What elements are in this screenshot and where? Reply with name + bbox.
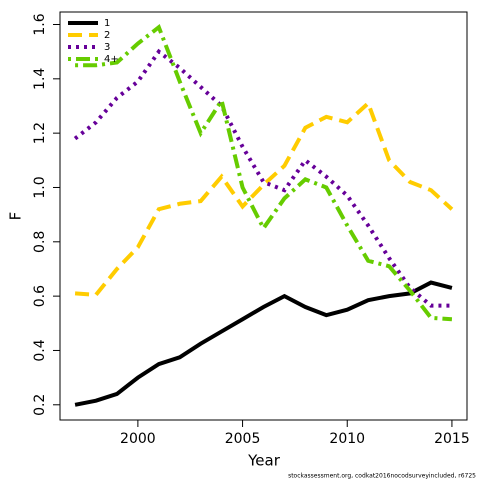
series-line [74, 280, 453, 407]
y-tick-label: 1.4 [32, 68, 48, 90]
legend-label: 3 [104, 42, 110, 53]
series-line [75, 23, 453, 322]
y-tick-label: 1.0 [32, 176, 48, 198]
legend-label: 4+ [104, 54, 119, 65]
y-tick-label: 0.8 [32, 231, 48, 253]
y-axis-label: F [7, 212, 25, 221]
y-tick-label: 0.4 [32, 339, 48, 361]
x-tick-label: 2005 [225, 431, 261, 447]
x-axis-label: Year [247, 452, 281, 470]
y-tick-label: 0.2 [32, 394, 48, 416]
x-tick-label: 2010 [329, 431, 365, 447]
x-tick-label: 2015 [434, 431, 470, 447]
plot-frame [59, 11, 468, 421]
y-tick-label: 1.6 [32, 13, 48, 35]
y-tick-label: 1.2 [32, 122, 48, 144]
series-line [73, 48, 452, 308]
legend-label: 2 [104, 30, 110, 41]
footnote: stockassessment.org, codkat2016nocodsurv… [288, 473, 476, 480]
y-tick-label: 0.6 [32, 285, 48, 307]
series-line [74, 99, 454, 297]
x-tick-label: 2000 [120, 431, 156, 447]
legend-label: 1 [104, 18, 110, 29]
